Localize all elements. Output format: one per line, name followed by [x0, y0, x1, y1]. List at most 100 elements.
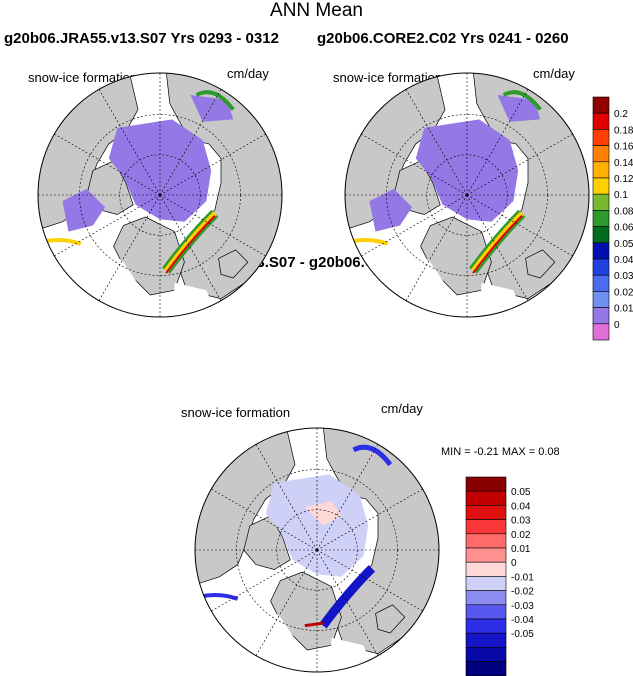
map2-land-5: [525, 249, 556, 279]
panel1-units: cm/day: [227, 66, 269, 81]
panel2-title: g20b06.CORE2.C02 Yrs 0241 - 0260: [317, 30, 569, 47]
colorbar-diff-label-8: -0.03: [511, 601, 534, 612]
map1-land-5: [218, 249, 249, 279]
map3-diff-kara: [352, 444, 393, 467]
map3-land-5: [375, 604, 406, 634]
colorbar-diff-swatch-5: [465, 547, 507, 563]
colorbar-diff: 0.05 0.04 0.03 0.02 0.01 0 -0.01 -0.02 -0.03 -0.0…: [465, 476, 534, 676]
map1-lon-4: [98, 194, 161, 301]
map1-band-yellow: [164, 211, 217, 273]
map3-diff-pos: [304, 501, 342, 526]
colorbar-diff-label-0: 0.05: [511, 487, 531, 498]
colorbar-abs-label-1: 0.18: [614, 125, 633, 136]
colorbar-diff-swatch-13: [465, 661, 507, 676]
colorbar-abs-swatch-11: [592, 274, 610, 292]
map2-lon-1: [466, 194, 573, 257]
map2-border: [344, 72, 590, 318]
panel1-title: g20b06.JRA55.v13.S07 Yrs 0293 - 0312: [4, 30, 279, 47]
map3-lon-10: [316, 444, 379, 551]
colorbar-diff-swatch-0: [465, 476, 507, 492]
colorbar-diff-label-3: 0.02: [511, 530, 531, 541]
colorbar-abs-swatch-14: [592, 323, 610, 341]
colorbar-abs-swatch-13: [592, 307, 610, 325]
map3-lon-7: [211, 488, 318, 551]
map3-lon-2: [316, 549, 379, 656]
colorbar-abs-label-4: 0.12: [614, 174, 633, 185]
colorbar-abs-swatch-6: [592, 193, 610, 211]
panel3-units: cm/day: [381, 401, 423, 416]
map1-lon-5: [54, 194, 161, 257]
map2-band-yellow: [471, 211, 524, 273]
map1-band-red: [165, 215, 216, 274]
map1-lon-1: [159, 194, 266, 257]
colorbar-abs-label-12: 0.01: [614, 304, 633, 315]
colorbar-abs-label-11: 0.02: [614, 287, 633, 298]
colorbar-abs-swatch-7: [592, 210, 610, 227]
map2-map: [344, 72, 590, 318]
colorbar-diff-swatch-4: [465, 533, 507, 549]
map1-ice-baffin: [62, 188, 106, 232]
colorbar-abs-swatch-12: [592, 291, 610, 308]
colorbar-diff-swatch-11: [465, 632, 507, 648]
map1-sea-0: [40, 229, 154, 317]
map2-lon-8: [405, 89, 468, 196]
colorbar-diff-label-10: -0.05: [511, 629, 534, 640]
colorbar-abs-swatch-10: [592, 258, 610, 276]
colorbar-diff-label-6: -0.01: [511, 572, 534, 583]
map1-lon-11: [159, 133, 266, 196]
colorbar-abs-swatch-1: [592, 112, 610, 130]
panel3-field: snow-ice formation: [181, 405, 291, 420]
map1-band-kara: [195, 90, 235, 111]
colorbar-abs-swatch-3: [592, 145, 610, 163]
map2-lon-4: [405, 194, 468, 301]
colorbar-diff-label-2: 0.03: [511, 516, 531, 527]
colorbar-diff-label-5: 0: [511, 558, 517, 569]
colorbar-diff-label-1: 0.04: [511, 501, 531, 512]
colorbar-abs-label-0: 0.2: [614, 109, 628, 120]
colorbar-abs-label-9: 0.04: [614, 255, 633, 266]
colorbar-diff-swatch-1: [465, 490, 507, 506]
map2-lon-5: [361, 194, 468, 257]
map3-sea-0: [197, 584, 311, 672]
map3-diff-red: [304, 621, 324, 628]
colorbar-abs-swatch-8: [592, 226, 610, 244]
colorbar-abs-swatch-0: [592, 96, 610, 114]
map3-map: [194, 427, 440, 673]
colorbar-abs-label-5: 0.1: [614, 190, 628, 201]
map2-band-kara: [502, 90, 542, 111]
colorbar-diff-swatch-3: [465, 519, 507, 535]
map3-diff-band: [319, 565, 376, 629]
colorbar-abs-label-2: 0.16: [614, 142, 633, 153]
map3-lon-4: [255, 549, 318, 656]
map1-border: [37, 72, 283, 318]
colorbar-diff-swatch-12: [465, 647, 507, 662]
map2-ice-kara: [497, 95, 541, 122]
map2-lon-11: [466, 133, 573, 196]
map3-lon-11: [316, 488, 423, 551]
map2-lon-7: [361, 133, 468, 196]
colorbar-diff-swatch-10: [465, 618, 507, 634]
colorbar-abs-swatch-2: [592, 129, 610, 146]
colorbar-abs-swatch-4: [592, 161, 610, 179]
map3-lon-8: [255, 444, 318, 551]
colorbar-abs-swatch-9: [592, 242, 610, 260]
colorbar-abs-label-10: 0.03: [614, 271, 633, 282]
colorbar-diff-label-7: -0.02: [511, 587, 534, 598]
map1-lon-8: [98, 89, 161, 196]
map2-band-red: [472, 215, 523, 274]
map1-ice-kara: [190, 95, 234, 122]
colorbar-diff-swatch-7: [465, 576, 507, 591]
map2-ice-baffin: [369, 188, 413, 232]
map1-lon-7: [54, 133, 161, 196]
panel2-units: cm/day: [533, 66, 575, 81]
colorbar-diff-swatch-8: [465, 590, 507, 606]
colorbar-diff-swatch-2: [465, 505, 507, 520]
map3-lon-5: [211, 549, 318, 612]
map2-sea-0: [347, 229, 461, 317]
panel1-field: snow-ice formation: [28, 70, 138, 85]
panel2-field: snow-ice formation: [333, 70, 443, 85]
map3-border: [194, 427, 440, 673]
map1-map: [37, 72, 283, 318]
colorbar-diff-swatch-6: [465, 561, 507, 577]
